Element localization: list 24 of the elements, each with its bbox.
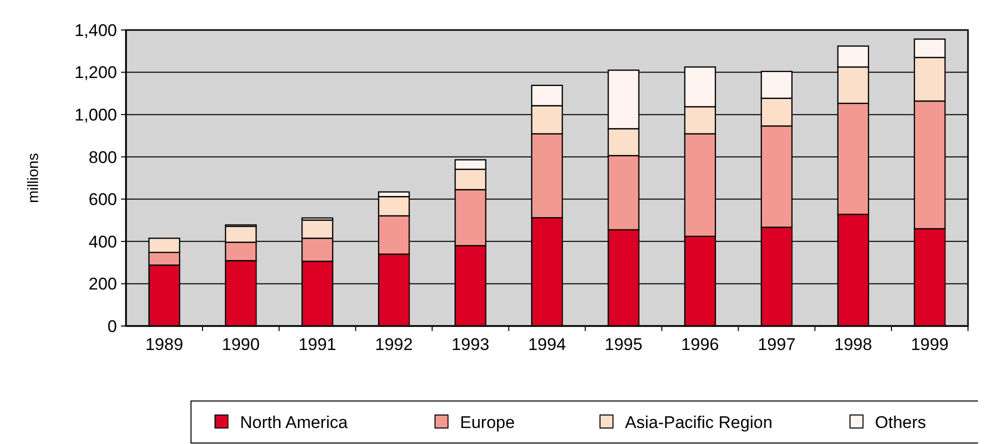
y-tick-label: 1,000	[74, 106, 117, 125]
y-tick-label: 200	[88, 274, 117, 294]
y-tick-label: 600	[88, 190, 117, 210]
legend-label: Europe	[460, 412, 515, 432]
legend-label: Others	[875, 412, 926, 432]
x-tick-label: 1994	[528, 335, 566, 354]
y-tick-label: 1,400	[74, 20, 117, 40]
y-tick-label: 800	[88, 148, 117, 167]
y-tick-label: 400	[88, 232, 117, 252]
x-tick-label: 1990	[222, 335, 260, 354]
x-tick-label: 1991	[298, 335, 336, 354]
x-tick-label: 1998	[834, 335, 872, 354]
x-tick-label: 1992	[374, 335, 413, 354]
x-tick-label: 1997	[758, 335, 796, 354]
legend-label: Asia-Pacific Region	[625, 412, 772, 432]
x-tick-label: 1995	[604, 335, 642, 354]
y-tick-label: 0	[108, 316, 117, 336]
x-tick-label: 1993	[452, 335, 490, 354]
y-tick-label: 1,200	[74, 63, 117, 82]
x-tick-label: 1999	[910, 335, 949, 354]
x-tick-label: 1996	[681, 335, 720, 354]
x-tick-label: 1989	[145, 335, 184, 354]
legend-label: North America	[240, 412, 348, 432]
y-axis-title: millions	[25, 152, 42, 204]
